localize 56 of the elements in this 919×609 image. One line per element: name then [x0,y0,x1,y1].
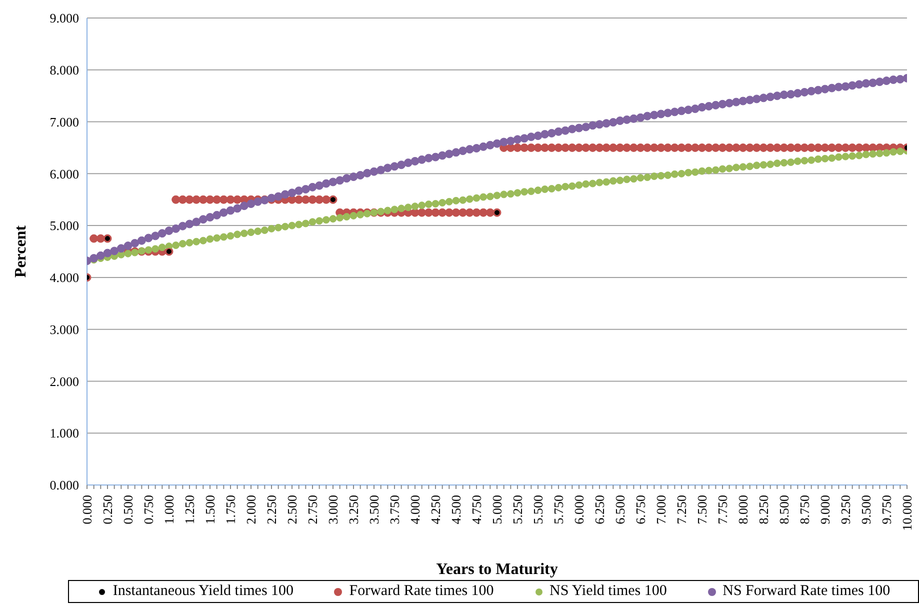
y-tick-label: 6.000 [50,166,79,182]
x-tick-label: 9.750 [879,495,894,524]
x-tick-label: 3.750 [387,495,402,524]
x-tick-label: 0.500 [120,495,136,524]
x-tick-label: 4.500 [448,495,464,524]
x-tick-label: 8.250 [756,495,771,524]
x-tick-label: 7.500 [694,495,710,524]
x-tick-label: 9.250 [838,495,853,524]
x-tick-label: 5.250 [510,495,525,524]
x-tick-label: 4.000 [408,495,422,524]
x-tick-label: 1.750 [223,495,238,524]
x-tick-label: 9.500 [858,495,874,524]
legend-label: Instantaneous Yield times 100 [112,583,294,600]
legend-label: NS Forward Rate times 100 [722,583,890,600]
x-tick-label: 6.750 [633,495,648,524]
x-tick-label: 2.000 [244,495,258,524]
y-tick-label: 7.000 [50,114,79,130]
x-tick-label: 0.250 [100,495,115,524]
x-tick-label: 7.000 [654,495,668,524]
x-tick-label: 6.500 [612,495,628,524]
x-tick-label: 4.250 [428,495,443,524]
x-tick-label: 2.250 [264,495,279,524]
x-tick-label: 2.500 [284,495,300,524]
legend-label: NS Yield times 100 [548,583,667,600]
x-axis-title: Years to Maturity [436,561,558,578]
x-tick-label: 6.000 [572,495,586,524]
x-tick-label: 9.000 [818,495,832,524]
y-tick-label: 0.000 [50,478,79,493]
x-tick-label: 2.750 [305,495,320,524]
x-tick-label: 1.000 [162,495,176,524]
x-tick-label: 0.750 [141,495,156,524]
y-tick-label: 5.000 [50,218,79,234]
y-tick-label: 3.000 [50,322,79,337]
y-tick-label: 4.000 [50,270,79,286]
x-tick-label: 6.250 [592,495,607,524]
x-tick-label: 8.000 [736,495,750,524]
x-tick-label: 10.000 [900,495,914,531]
y-tick-label: 1.000 [50,426,79,441]
x-tick-label: 8.750 [797,495,812,524]
x-tick-label: 3.000 [326,495,340,524]
y-tick-label: 2.000 [50,374,79,389]
y-axis-title: Percent [12,224,30,278]
x-tick-label: 5.750 [551,495,566,524]
x-tick-label: 1.500 [202,495,218,524]
x-tick-label: 3.250 [346,495,361,524]
y-tick-label: 9.000 [50,10,79,26]
x-tick-label: 5.000 [490,495,504,524]
x-tick-label: 7.250 [674,495,689,524]
x-tick-label: 8.500 [776,495,792,524]
x-tick-label: 1.250 [182,495,197,524]
x-tick-label: 7.750 [715,495,730,524]
x-tick-label: 5.500 [530,495,546,524]
x-tick-label: 4.750 [469,495,484,524]
y-tick-label: 8.000 [50,62,79,78]
legend-label: Forward Rate times 100 [348,583,494,600]
x-tick-label: 3.500 [366,495,382,524]
